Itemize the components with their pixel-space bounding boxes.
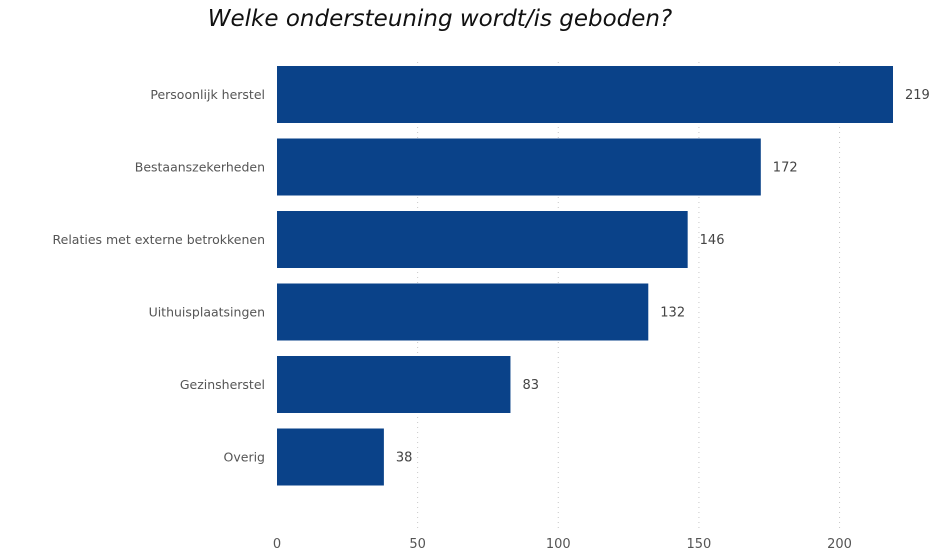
category-label: Uithuisplaatsingen — [149, 305, 265, 320]
bar — [277, 138, 761, 196]
category-label: Bestaanszekerheden — [135, 160, 265, 175]
x-tick-label: 150 — [687, 537, 712, 550]
chart-title: Welke ondersteuning wordt/is geboden? — [207, 6, 673, 32]
grid-layer — [417, 62, 841, 530]
bar-layer — [277, 66, 893, 486]
data-label: 146 — [700, 233, 725, 248]
bar — [277, 428, 384, 486]
data-label: 38 — [396, 451, 413, 466]
category-label: Persoonlijk herstel — [150, 87, 265, 102]
data-label: 83 — [522, 378, 539, 393]
x-tick-label: 0 — [273, 537, 281, 550]
x-tick-label: 100 — [546, 537, 571, 550]
category-label: Overig — [224, 450, 265, 465]
category-label: Relaties met externe betrokkenen — [53, 232, 266, 247]
label-layer: 0 50 100 150 200 Persoonlijk herstel 219 Bestaa… — [53, 87, 930, 550]
category-label: Gezinsherstel — [180, 377, 265, 392]
data-label: 132 — [660, 306, 685, 321]
bar — [277, 283, 649, 341]
data-label: 219 — [905, 88, 930, 103]
x-tick-label: 50 — [409, 537, 426, 550]
data-label: 172 — [773, 161, 798, 176]
bar — [277, 356, 511, 413]
x-tick-label: 200 — [827, 537, 852, 550]
bar — [277, 66, 893, 123]
bar — [277, 211, 688, 268]
